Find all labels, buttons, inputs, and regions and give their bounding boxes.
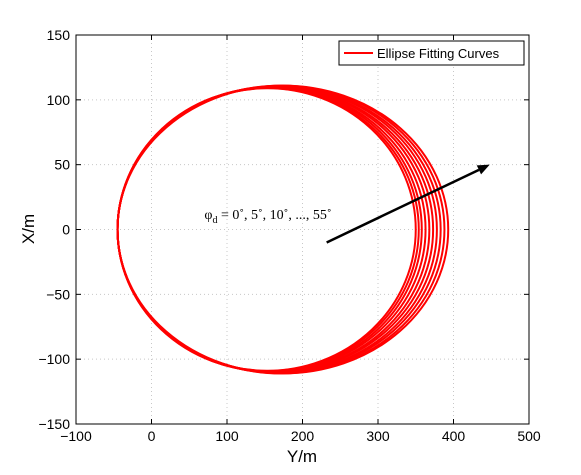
axis-ticks: [75, 34, 530, 425]
x-tick-label: 300: [366, 428, 390, 444]
x-tick-label: 0: [148, 428, 156, 444]
y-tick-label: 150: [47, 27, 71, 43]
annotation-text: φd = 0˚, 5˚, 10˚, ..., 55˚: [204, 208, 331, 226]
grid: [76, 35, 529, 424]
y-tick-label: 50: [54, 157, 70, 173]
y-tick-label: 100: [47, 92, 71, 108]
x-tick-labels: −100 0 100 200 300 400 500: [60, 428, 541, 444]
legend-label: Ellipse Fitting Curves: [377, 46, 500, 61]
annotation-phi: φ: [204, 208, 212, 223]
ellipse-curves: [116, 84, 450, 375]
annotation: φd = 0˚, 5˚, 10˚, ..., 55˚: [204, 164, 490, 244]
annotation-values: = 0˚, 5˚, 10˚, ..., 55˚: [217, 208, 331, 223]
annotation-subscript: d: [212, 215, 217, 226]
y-tick-label: −100: [38, 351, 70, 367]
x-tick-label: 100: [215, 428, 239, 444]
x-axis-label: Y/m: [287, 447, 317, 466]
legend: Ellipse Fitting Curves: [338, 40, 525, 66]
y-tick-label: 0: [62, 222, 70, 238]
annotation-arrow-line: [326, 168, 480, 244]
x-tick-label: 200: [291, 428, 315, 444]
x-tick-label: 500: [517, 428, 541, 444]
y-tick-label: −50: [46, 286, 70, 302]
y-tick-labels: −150 −100 −50 0 50 100 150: [38, 27, 70, 432]
x-tick-label: −100: [60, 428, 92, 444]
y-axis-label: X/m: [19, 214, 38, 244]
y-tick-label: −150: [38, 416, 70, 432]
ellipse-curve: [116, 84, 450, 375]
annotation-arrow-head: [476, 164, 490, 175]
x-tick-label: 400: [442, 428, 466, 444]
plot-background: [76, 35, 529, 424]
